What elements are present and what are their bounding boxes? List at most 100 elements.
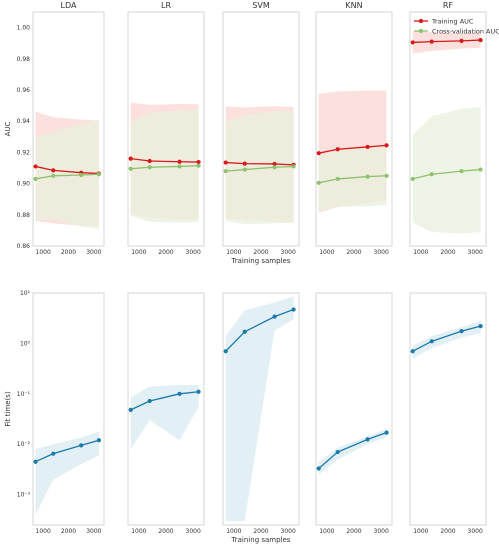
- panel-title: KNN: [345, 1, 362, 10]
- panel-frame: [127, 292, 205, 526]
- panel-frame: [315, 11, 393, 247]
- training-auc-line: [318, 144, 387, 154]
- x-tick-label: 3000: [374, 249, 389, 256]
- cv-auc-point: [410, 176, 415, 182]
- training-auc-point: [459, 38, 464, 43]
- x-tick-label: 2000: [440, 249, 455, 256]
- y-tick-label: 10⁻¹: [17, 391, 31, 398]
- legend-training-label: Training AUC: [431, 17, 474, 25]
- y-tick-label: 1.00: [17, 25, 31, 32]
- cv-auc-point: [128, 166, 133, 171]
- panel-frame: [32, 11, 105, 247]
- fit-time-point: [384, 430, 389, 435]
- cv-auc-point: [223, 169, 228, 174]
- fit-time-point: [96, 438, 102, 443]
- fit-time-panel-2: 1000 2000 3000: [127, 292, 205, 535]
- panel-frame: [32, 292, 105, 526]
- training-auc-line: [35, 165, 99, 175]
- fit-time-point: [459, 329, 464, 334]
- cv-auc-point: [384, 173, 389, 178]
- cv-auc-line: [412, 168, 481, 180]
- y-tick-label: 10⁻²: [17, 441, 31, 448]
- fit-time-std-band: [412, 320, 481, 359]
- fit-time-point: [242, 329, 247, 334]
- x-tick-label: 3000: [468, 249, 483, 256]
- training-auc-point: [242, 161, 247, 166]
- fit-time-panel-3: 1000 2000 3000: [222, 292, 300, 535]
- x-tick-label: 1000: [319, 249, 334, 256]
- fit-time-line: [318, 432, 387, 470]
- x-tick-label: 2000: [346, 528, 361, 535]
- fit-time-point: [51, 451, 56, 456]
- x-tick-label: 1000: [36, 249, 51, 256]
- auc-panel-knn: KNN 1000 2000 3000: [315, 1, 393, 256]
- y-tick-label: 0.94: [17, 118, 31, 125]
- cv-auc-point: [316, 180, 321, 185]
- training-auc-point: [429, 39, 434, 44]
- cv-auc-point: [291, 164, 296, 169]
- cv-auc-point: [429, 172, 434, 177]
- fit-time-std-band: [225, 296, 294, 522]
- x-tick-label: 3000: [186, 249, 201, 256]
- auc-panel-svm: SVM 1000 2000 3000: [222, 1, 300, 256]
- cv-std-band: [130, 109, 199, 223]
- panel-frame: [127, 11, 205, 247]
- cv-auc-point: [196, 163, 201, 168]
- training-auc-point: [147, 158, 152, 164]
- x-tick-label: 1000: [319, 528, 334, 535]
- cv-auc-point: [79, 172, 84, 178]
- training-auc-point: [365, 144, 370, 150]
- legend-cv-label: Cross-validation AUC: [432, 27, 499, 35]
- x-tick-label: 3000: [186, 528, 201, 535]
- x-tick-label: 3000: [86, 528, 101, 535]
- y-tick-label: 0.86: [17, 243, 31, 250]
- cv-std-band: [225, 110, 294, 225]
- x-tick-label: 2000: [61, 528, 76, 535]
- training-auc-point: [335, 147, 340, 152]
- cv-std-band: [35, 119, 99, 229]
- x-tick-label: 1000: [131, 249, 146, 256]
- y-tick-label: 10⁻³: [17, 492, 31, 499]
- fit-time-panel-5: 1000 2000 3000: [409, 292, 487, 535]
- cv-auc-line: [35, 173, 99, 180]
- cv-std-band: [318, 146, 387, 211]
- x-tick-label: 3000: [374, 528, 389, 535]
- training-auc-point: [128, 156, 133, 161]
- x-tick-label: 3000: [86, 249, 101, 256]
- x-tick-label: 2000: [61, 249, 76, 256]
- cv-auc-point: [242, 167, 247, 172]
- cv-auc-point: [459, 169, 464, 174]
- x-tick-label: 2000: [253, 528, 268, 535]
- fit-time-point: [429, 339, 434, 344]
- fit-time-line: [35, 439, 100, 463]
- panel-frame: [222, 11, 300, 247]
- cv-auc-point: [177, 164, 182, 169]
- fit-time-point: [478, 324, 483, 329]
- fit-time-point: [147, 398, 152, 404]
- cv-auc-point: [272, 165, 277, 170]
- cv-std-band: [412, 107, 481, 234]
- panel-title: LR: [161, 1, 171, 10]
- x-tick-label: 3000: [468, 528, 483, 535]
- auc-panel-lda: LDA 1000 2000 3000 0.86 0.88 0.90 0.92 0.94 0.96 0…: [17, 1, 105, 256]
- legend-training-marker: [418, 18, 424, 24]
- auc-panel-lr: LR 1000 2000 3000: [127, 1, 205, 256]
- auc-x-axis-label: Training samples: [231, 257, 291, 265]
- fit-time-x-axis-label: Training samples: [231, 536, 291, 544]
- training-auc-point: [384, 143, 389, 148]
- train-std-band: [412, 31, 481, 54]
- x-tick-label: 2000: [253, 249, 268, 256]
- cv-auc-point: [33, 176, 38, 182]
- x-tick-label: 1000: [131, 528, 146, 535]
- panel-title: SVM: [252, 1, 270, 10]
- y-tick-label: 10¹: [20, 290, 31, 297]
- fit-time-std-band: [130, 384, 199, 450]
- cv-auc-point: [51, 173, 56, 178]
- fit-time-point: [272, 314, 277, 319]
- training-auc-line: [225, 161, 294, 166]
- y-tick-label: 0.88: [17, 212, 31, 219]
- fit-time-point: [365, 437, 370, 442]
- y-tick-label: 0.90: [17, 181, 31, 188]
- training-auc-point: [196, 159, 201, 165]
